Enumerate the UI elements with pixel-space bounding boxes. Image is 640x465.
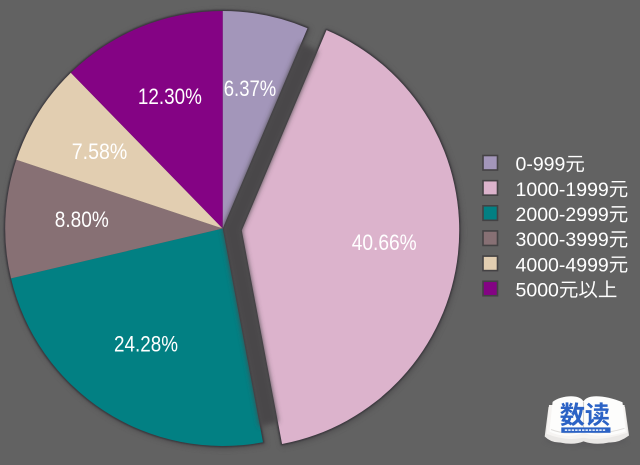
svg-text:6.37%: 6.37% — [224, 76, 277, 101]
svg-text:7.58%: 7.58% — [72, 139, 128, 164]
svg-text:12.30%: 12.30% — [138, 84, 202, 109]
svg-text:3000-3999: 3000-3999 — [516, 229, 609, 251]
svg-text:1000-1999: 1000-1999 — [516, 179, 609, 201]
svg-text:0-999: 0-999 — [516, 154, 566, 176]
svg-text:24.28%: 24.28% — [114, 332, 178, 357]
svg-text:2000-2999: 2000-2999 — [516, 204, 609, 226]
svg-text:8.80%: 8.80% — [55, 207, 109, 232]
svg-text:4000-4999: 4000-4999 — [516, 254, 609, 276]
svg-text:40.66%: 40.66% — [352, 230, 417, 255]
svg-text:5000: 5000 — [516, 279, 560, 301]
